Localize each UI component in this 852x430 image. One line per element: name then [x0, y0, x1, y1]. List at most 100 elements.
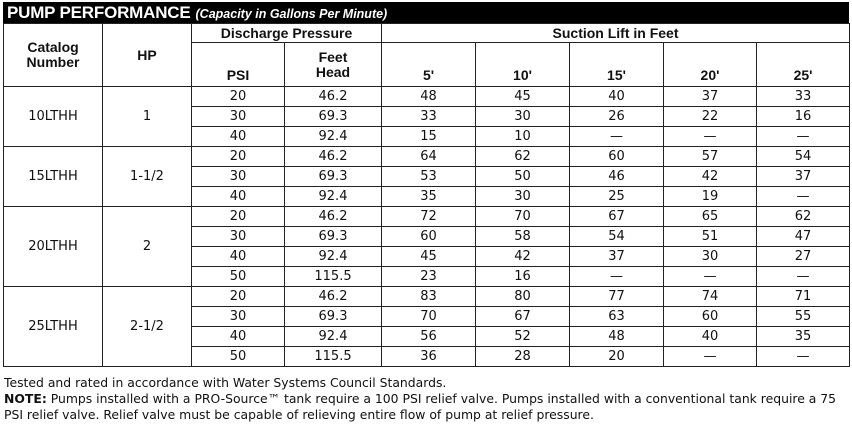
suction-lift-cell: 62	[475, 146, 570, 167]
suction-lift-cell: 48	[569, 326, 664, 347]
suction-lift-cell: —	[569, 126, 664, 147]
feet-head-cell: 69.3	[284, 306, 382, 327]
suction-lift-cell: 67	[569, 206, 664, 227]
table-row: 25LTHH 2-1/2 20 46.2 83 80 77 74 71	[3, 286, 851, 367]
table-row: 30 69.3 60 58 54 51 47	[4, 226, 851, 247]
catalog-number-cell: 15LTHH	[3, 146, 103, 207]
suction-lift-cell: —	[755, 186, 851, 207]
suction-lift-cell: 72	[381, 206, 476, 227]
suction-lift-cell: 74	[663, 286, 757, 307]
suction-lift-cell: 80	[475, 286, 570, 307]
hp-cell: 1-1/2	[102, 146, 192, 207]
suction-lift-cell: 40	[663, 326, 757, 347]
suction-lift-cell: 10	[475, 126, 570, 147]
suction-lift-cell: 37	[663, 86, 757, 107]
suction-lift-cell: 26	[569, 106, 664, 127]
suction-lift-cell: —	[755, 346, 851, 367]
table-row: 30 69.3 33 30 26 22 16	[4, 106, 851, 127]
suction-lift-cell: 70	[475, 206, 570, 227]
suction-lift-cell: 60	[663, 306, 757, 327]
note-text: Pumps installed with a PRO-Source™ tank …	[4, 391, 837, 422]
table-row: 20LTHH 2 20 46.2 72 70 67 65 62	[3, 206, 851, 287]
psi-cell: 40	[191, 246, 285, 267]
psi-cell: 40	[191, 126, 285, 147]
suction-lift-cell: 60	[381, 226, 476, 247]
suction-lift-cell: 83	[381, 286, 476, 307]
suction-lift-cell: 51	[663, 226, 757, 247]
feet-head-cell: 46.2	[284, 86, 382, 107]
header-hp: HP	[102, 23, 192, 87]
suction-lift-cell: —	[755, 266, 851, 287]
tested-note: Tested and rated in accordance with Wate…	[4, 375, 447, 390]
hp-cell: 1	[102, 86, 192, 147]
psi-cell: 40	[191, 186, 285, 207]
suction-lift-cell: 37	[569, 246, 664, 267]
header-lift-20: 20'	[663, 42, 757, 87]
page-title: PUMP PERFORMANCE	[7, 3, 191, 22]
suction-lift-cell: 64	[381, 146, 476, 167]
suction-lift-cell: 22	[663, 106, 757, 127]
psi-cell: 30	[191, 106, 285, 127]
suction-lift-cell: 48	[381, 86, 476, 107]
psi-cell: 30	[191, 306, 285, 327]
suction-lift-cell: 45	[381, 246, 476, 267]
suction-lift-cell: 23	[381, 266, 476, 287]
catalog-number-cell: 25LTHH	[3, 286, 103, 367]
catalog-number-cell: 10LTHH	[3, 86, 103, 147]
suction-lift-cell: —	[755, 126, 851, 147]
table-row: 40 92.4 56 52 48 40 35	[4, 326, 851, 347]
suction-lift-cell: 71	[755, 286, 851, 307]
feet-head-cell: 69.3	[284, 106, 382, 127]
suction-lift-cell: —	[569, 266, 664, 287]
suction-lift-cell: 16	[475, 266, 570, 287]
suction-lift-cell: —	[663, 346, 757, 367]
suction-lift-cell: 40	[569, 86, 664, 107]
feet-head-cell: 46.2	[284, 206, 382, 227]
table-row: 40 92.4 45 42 37 30 27	[4, 246, 851, 267]
suction-lift-cell: 33	[381, 106, 476, 127]
suction-lift-cell: 33	[755, 86, 851, 107]
suction-lift-cell: 30	[475, 186, 570, 207]
suction-lift-cell: 37	[755, 166, 851, 187]
psi-cell: 20	[191, 286, 285, 307]
feet-head-cell: 46.2	[284, 146, 382, 167]
suction-lift-cell: 47	[755, 226, 851, 247]
table-row: 50 115.5 23 16— — —	[4, 266, 851, 287]
psi-cell: 50	[191, 346, 285, 367]
page-subtitle: (Capacity in Gallons Per Minute)	[195, 7, 388, 21]
suction-lift-cell: 46	[569, 166, 664, 187]
suction-lift-cell: 70	[381, 306, 476, 327]
psi-cell: 20	[191, 86, 285, 107]
feet-head-cell: 115.5	[284, 346, 382, 367]
psi-cell: 30	[191, 166, 285, 187]
suction-lift-cell: 55	[755, 306, 851, 327]
catalog-number-cell: 20LTHH	[3, 206, 103, 287]
suction-lift-cell: 67	[475, 306, 570, 327]
header-catalog-number: Catalog Number	[3, 23, 103, 87]
feet-head-cell: 92.4	[284, 126, 382, 147]
header-lift-25: 25'	[755, 42, 851, 87]
suction-lift-cell: 60	[569, 146, 664, 167]
table-row: 30 69.3 53 50 46 42 37	[4, 166, 851, 187]
header-feet-line1: Feet	[318, 48, 348, 65]
suction-lift-cell: 52	[475, 326, 570, 347]
suction-lift-cell: 58	[475, 226, 570, 247]
feet-head-cell: 92.4	[284, 246, 382, 267]
suction-lift-cell: 50	[475, 166, 570, 187]
title-bar: PUMP PERFORMANCE (Capacity in Gallons Pe…	[3, 2, 849, 23]
table-body: 10LTHH 1 20 46.2 48 45 40 37 33 30 69.3 33 30 26 22 16 4…	[3, 86, 851, 367]
psi-cell: 20	[191, 206, 285, 227]
suction-lift-cell: 27	[755, 246, 851, 267]
header-feet-head: Feet Head	[284, 42, 382, 87]
header-feet-line2: Head	[315, 63, 351, 80]
header-discharge-pressure: Discharge Pressure	[191, 23, 382, 43]
suction-lift-cell: 15	[381, 126, 476, 147]
relief-valve-note: NOTE: Pumps installed with a PRO-Source™…	[4, 391, 848, 423]
suction-lift-cell: 28	[475, 346, 570, 367]
feet-head-cell: 115.5	[284, 266, 382, 287]
hp-cell: 2	[102, 206, 192, 287]
table-row: 50 115.5 36 28 20— —	[4, 346, 851, 367]
suction-lift-cell: 63	[569, 306, 664, 327]
header-catalog-line1: Catalog	[27, 39, 79, 55]
suction-lift-cell: 42	[475, 246, 570, 267]
